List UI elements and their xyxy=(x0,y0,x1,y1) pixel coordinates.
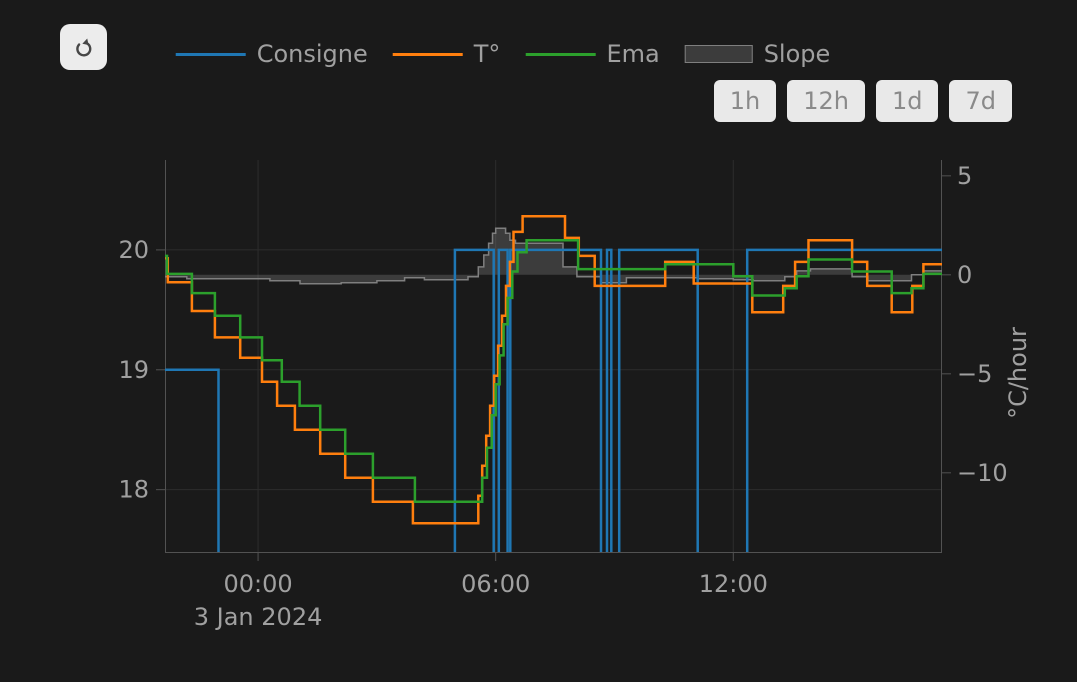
plot-area[interactable] xyxy=(165,215,942,609)
y-right-axis-title: °C/hour xyxy=(1004,327,1032,419)
x-tick-label: 00:00 xyxy=(223,570,292,598)
temperature-series-line xyxy=(165,215,942,525)
slope-series-area xyxy=(165,228,942,284)
legend: Consigne T° Ema Slope xyxy=(175,40,831,68)
consigne-series-line xyxy=(165,248,942,552)
legend-label-slope: Slope xyxy=(763,40,831,68)
x-axis-date-label: 3 Jan 2024 xyxy=(194,603,323,631)
y-left-tick-label: 19 xyxy=(118,356,149,384)
ema-line-swatch xyxy=(525,52,596,56)
y-right-tick-label: −10 xyxy=(957,459,1008,487)
legend-item-ema[interactable]: Ema xyxy=(525,40,660,68)
consigne-line-swatch xyxy=(175,52,246,56)
legend-label-ema: Ema xyxy=(606,40,660,68)
range-button-7d[interactable]: 7d xyxy=(949,80,1012,122)
x-tick-label: 06:00 xyxy=(461,570,530,598)
legend-label-temperature: T° xyxy=(473,40,501,68)
slope-area-swatch xyxy=(684,45,753,63)
range-button-12h[interactable]: 12h xyxy=(787,80,865,122)
legend-item-temperature[interactable]: T° xyxy=(392,40,501,68)
refresh-button[interactable] xyxy=(60,24,107,70)
range-buttons: 1h 12h 1d 7d xyxy=(713,80,1012,122)
refresh-icon xyxy=(76,37,92,56)
range-button-1h[interactable]: 1h xyxy=(713,80,777,122)
x-tick-label: 12:00 xyxy=(699,570,768,598)
y-left-tick-label: 20 xyxy=(118,236,149,264)
range-button-1d[interactable]: 1d xyxy=(875,80,939,122)
legend-item-slope[interactable]: Slope xyxy=(684,40,831,68)
y-right-tick-label: 5 xyxy=(957,162,972,190)
temperature-line-swatch xyxy=(392,52,463,56)
legend-item-consigne[interactable]: Consigne xyxy=(175,40,368,68)
y-right-tick-label: 0 xyxy=(957,261,972,289)
y-right-tick-label: −5 xyxy=(957,360,992,388)
ema-series-line xyxy=(165,239,942,503)
y-left-tick-label: 18 xyxy=(118,476,149,504)
legend-label-consigne: Consigne xyxy=(256,40,368,68)
